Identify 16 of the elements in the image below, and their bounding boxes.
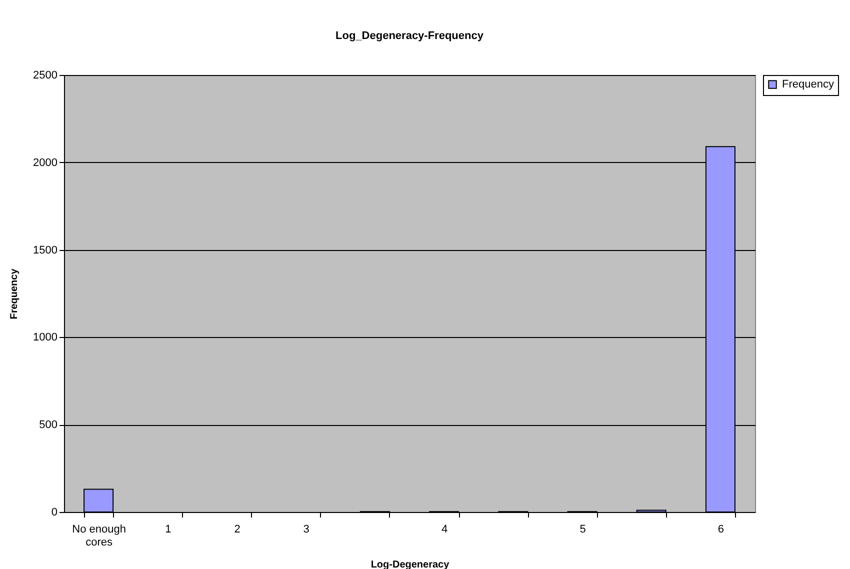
x-tick-label: 2: [234, 524, 240, 536]
x-tick-label: 4: [441, 524, 448, 536]
x-tick-label: 5: [580, 524, 586, 536]
y-tick-label: 1000: [33, 332, 58, 344]
chart-title: Log_Degeneracy-Frequency: [336, 30, 484, 42]
legend-label: Frequency: [782, 78, 834, 90]
y-axis-title: Frequency: [9, 268, 20, 320]
x-tick-label: 6: [718, 524, 724, 536]
x-tick-label: 3: [303, 524, 310, 536]
x-tick-label: No enough cores: [72, 524, 126, 548]
x-tick-label: 1: [165, 524, 172, 536]
y-tick-label: 2000: [33, 156, 58, 169]
y-tick-label: 2500: [33, 70, 58, 82]
y-tick-label: 500: [39, 419, 58, 432]
y-tick-label: 0: [51, 506, 58, 518]
y-tick-label: 1500: [33, 244, 58, 256]
